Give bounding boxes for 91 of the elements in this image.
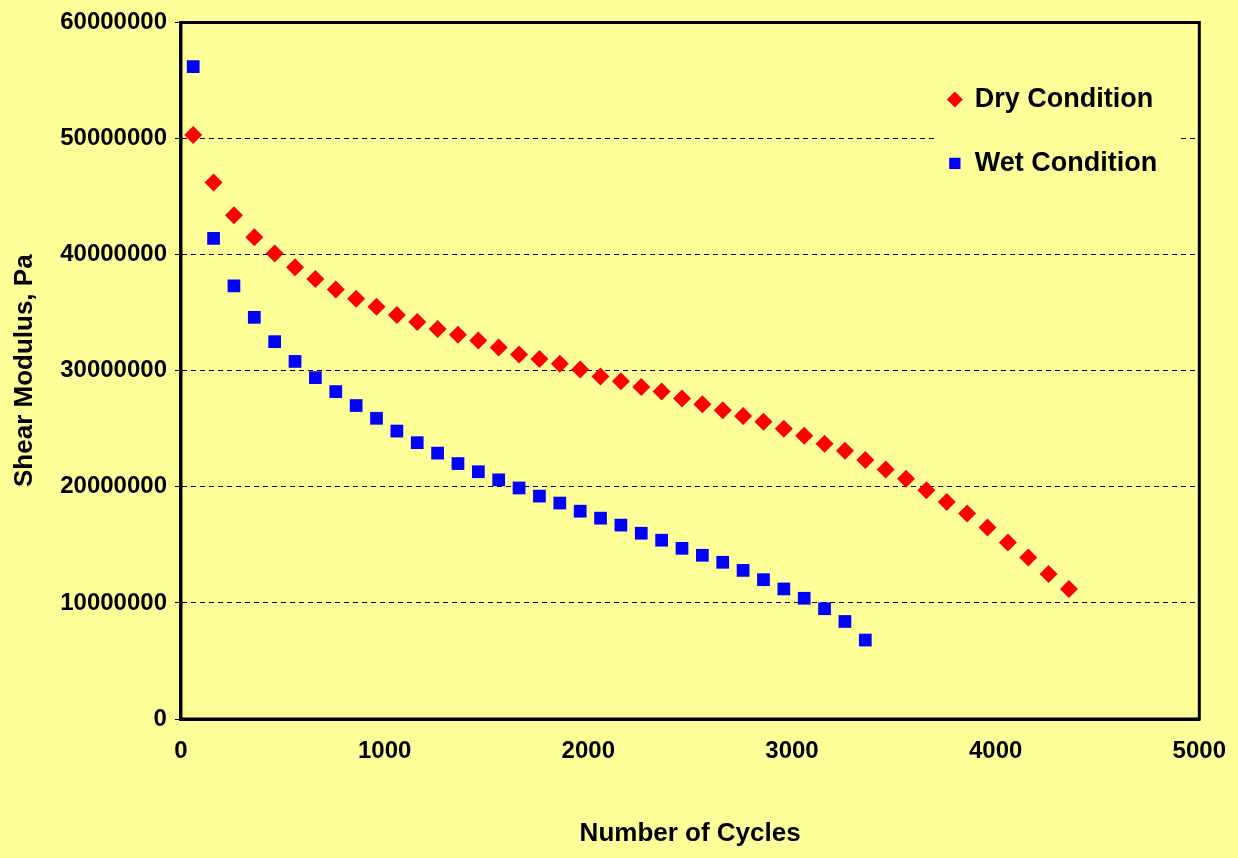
y-tick-label: 0: [153, 703, 167, 731]
legend-label: Dry Condition: [974, 82, 1154, 113]
point: [510, 345, 529, 364]
x-tick-label: 4000: [968, 736, 1023, 764]
point: [469, 331, 488, 350]
point: [408, 312, 427, 331]
point: [937, 492, 956, 511]
point: [410, 436, 424, 450]
x-tick-label: 1000: [357, 736, 412, 764]
point: [838, 615, 852, 628]
point: [370, 411, 383, 425]
point: [818, 602, 831, 616]
point: [184, 126, 203, 145]
point: [835, 441, 854, 460]
x-tick-label: 3000: [765, 736, 819, 764]
point: [978, 518, 997, 537]
point: [634, 526, 648, 540]
point: [673, 389, 691, 408]
point: [754, 412, 773, 431]
point: [713, 401, 732, 420]
point: [428, 319, 447, 338]
point: [550, 354, 569, 373]
point: [917, 481, 936, 500]
y-tick-label: 60000000: [60, 7, 167, 35]
point: [245, 228, 264, 247]
point: [632, 377, 651, 396]
x-tick-label: 5000: [1172, 736, 1226, 764]
point: [224, 206, 243, 225]
point: [571, 360, 590, 379]
point: [387, 305, 406, 324]
x-tick-label: 2000: [561, 736, 616, 764]
y-axis-title: Shear Modulus, Pa: [7, 253, 38, 487]
point: [489, 338, 508, 357]
point: [553, 496, 567, 510]
point: [530, 350, 549, 369]
point: [998, 533, 1017, 552]
point: [268, 335, 282, 349]
point: [611, 372, 630, 391]
y-tick-label: 10000000: [60, 587, 167, 615]
point: [349, 399, 363, 412]
point: [757, 573, 770, 587]
point: [451, 457, 465, 470]
point: [1019, 548, 1038, 567]
x-axis-title: Number of Cycles: [579, 816, 801, 847]
y-tick-label: 20000000: [60, 471, 167, 499]
y-tick-label: 50000000: [60, 123, 167, 151]
point: [286, 258, 305, 277]
point: [431, 446, 444, 460]
point: [186, 60, 200, 73]
point: [288, 355, 302, 368]
point: [876, 460, 895, 479]
point: [326, 280, 345, 299]
point: [797, 591, 811, 605]
point: [693, 395, 712, 414]
point: [492, 473, 506, 487]
y-tick-label: 30000000: [60, 355, 167, 383]
point: [329, 385, 343, 398]
point: [306, 269, 325, 288]
point: [448, 325, 467, 344]
point: [207, 231, 220, 245]
point: [594, 511, 607, 525]
point: [774, 419, 793, 438]
point: [471, 465, 485, 479]
point: [795, 426, 814, 445]
point: [1059, 579, 1078, 598]
point: [573, 504, 587, 518]
point: [655, 533, 668, 547]
point: [856, 451, 875, 470]
point: [204, 173, 223, 192]
point: [1039, 564, 1058, 583]
point: [367, 297, 386, 316]
point: [958, 504, 977, 523]
point: [897, 469, 916, 488]
point: [309, 371, 322, 385]
point: [591, 367, 610, 386]
legend-label: Wet Condition: [974, 146, 1158, 177]
point: [716, 555, 730, 569]
point: [858, 633, 872, 647]
point: [734, 406, 753, 425]
point: [247, 310, 261, 324]
x-tick-label: 0: [174, 736, 188, 764]
point: [736, 564, 750, 577]
point: [652, 382, 671, 401]
point: [696, 548, 709, 562]
point: [777, 582, 791, 596]
point: [675, 541, 689, 555]
point: [265, 244, 284, 263]
point: [347, 289, 366, 308]
point: [533, 489, 546, 503]
point: [815, 434, 834, 453]
y-tick-label: 40000000: [60, 239, 167, 267]
